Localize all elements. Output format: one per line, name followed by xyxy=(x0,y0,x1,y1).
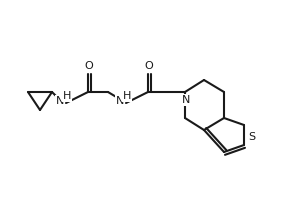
Text: O: O xyxy=(85,61,93,71)
Text: N: N xyxy=(182,95,190,105)
Text: H: H xyxy=(123,91,131,101)
Text: S: S xyxy=(248,132,256,142)
Text: N: N xyxy=(56,96,64,106)
Text: H: H xyxy=(63,91,71,101)
Text: O: O xyxy=(145,61,153,71)
Text: N: N xyxy=(116,96,124,106)
